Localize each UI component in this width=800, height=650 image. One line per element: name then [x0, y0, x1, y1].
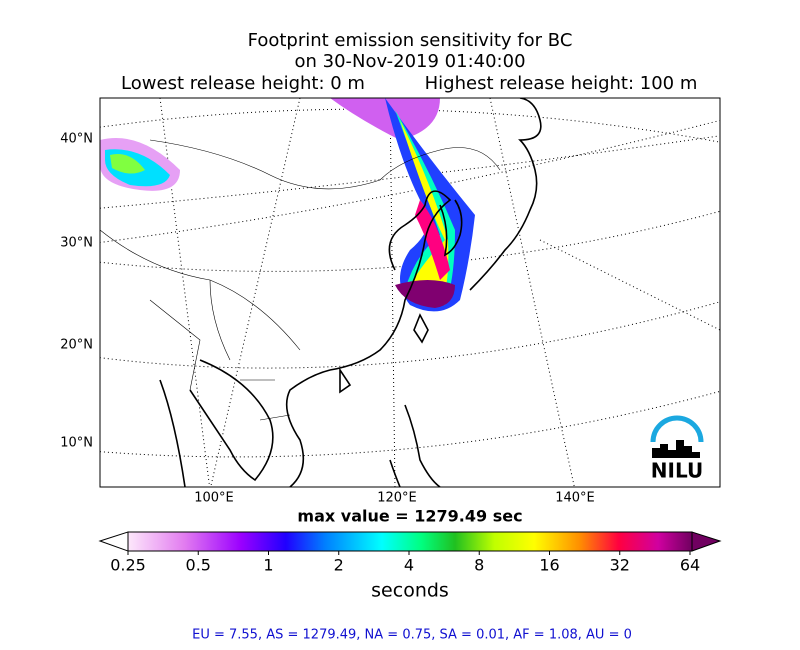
colorbar-tick-label: 0.5: [186, 556, 211, 575]
nilu-logo: NILU: [650, 415, 704, 483]
lat-label: 20°N: [60, 338, 93, 353]
colorbar-low-extend: [98, 531, 129, 552]
colorbar-tick-label: 4: [404, 556, 414, 575]
coastlines: [159, 98, 542, 487]
plume: [100, 98, 475, 312]
colorbar: [127, 531, 693, 552]
lon-label: 100°E: [194, 491, 234, 506]
lat-label: 30°N: [60, 236, 93, 251]
highest-height: Highest release height: 100 m: [425, 73, 698, 94]
footer: EU = 7.55, AS = 1279.49, NA = 0.75, SA =…: [192, 628, 632, 643]
colorbar-label: seconds: [371, 580, 449, 602]
lat-label: 40°N: [60, 132, 93, 147]
title: Footprint emission sensitivity for BC: [248, 30, 573, 51]
lon-label: 140°E: [555, 491, 595, 506]
borders: [100, 139, 501, 421]
colorbar-tick-label: 32: [610, 556, 630, 575]
max-value: max value = 1279.49 sec: [297, 507, 522, 526]
colorbar-tick-label: 2: [334, 556, 344, 575]
colorbar-tick-label: 8: [474, 556, 484, 575]
lowest-height: Lowest release height: 0 m: [121, 73, 365, 94]
colorbar-tick-label: 16: [539, 556, 559, 575]
logo-text: NILU: [651, 459, 703, 483]
colorbar-tick-label: 1: [263, 556, 273, 575]
colorbar-high-extend: [691, 531, 722, 552]
date: on 30-Nov-2019 01:40:00: [294, 51, 525, 72]
colorbar-tick-label: 0.25: [110, 556, 146, 575]
map: [100, 98, 720, 487]
lat-label: 10°N: [60, 436, 93, 451]
lon-label: 120°E: [377, 491, 417, 506]
map-frame: [99, 97, 721, 488]
colorbar-tick-label: 64: [680, 556, 700, 575]
